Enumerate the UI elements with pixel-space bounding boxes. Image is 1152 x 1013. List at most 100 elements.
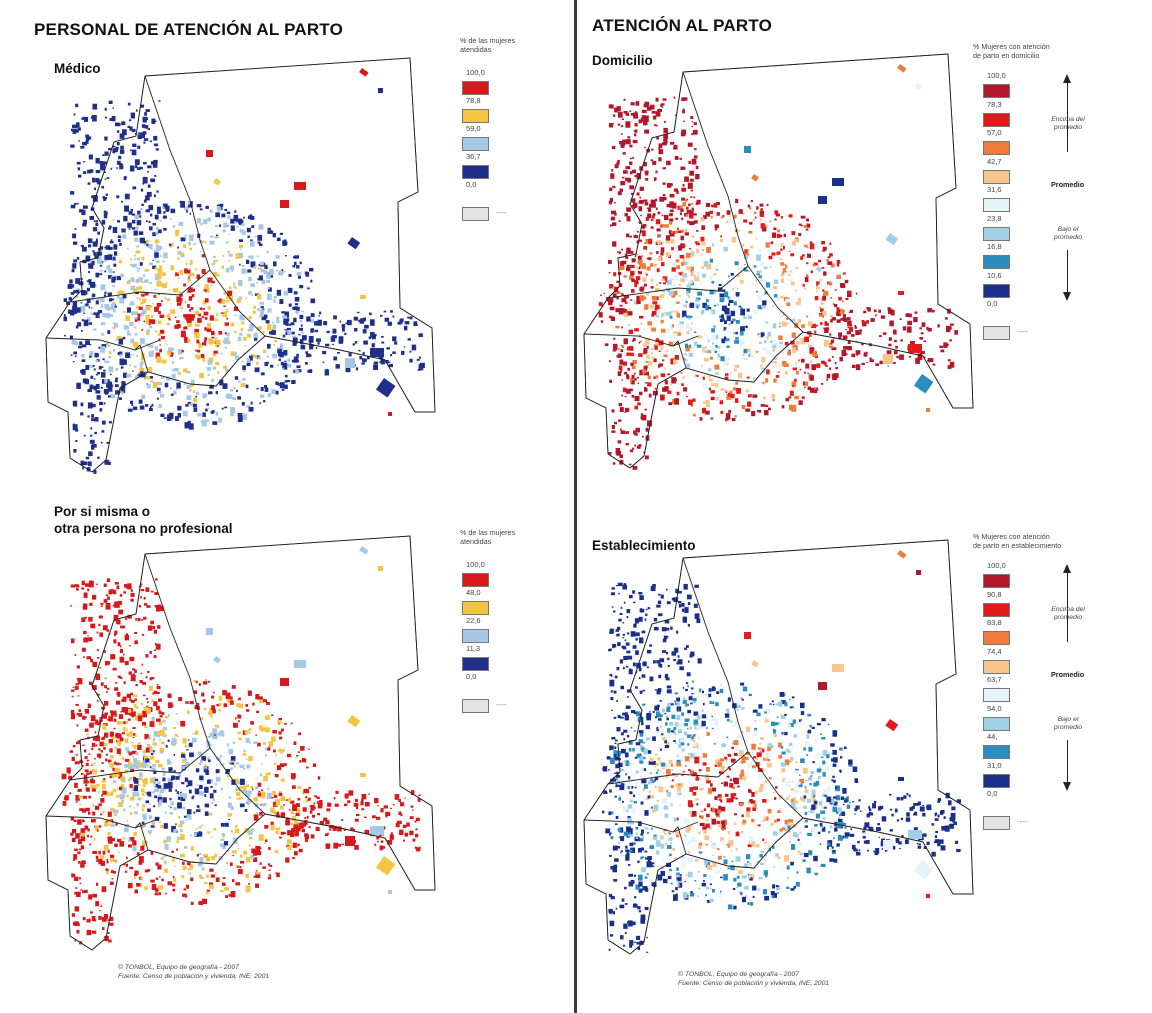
- map-cell: [410, 351, 412, 353]
- map-cell: [246, 758, 248, 760]
- map-cell: [82, 142, 87, 146]
- map-cell: [753, 731, 757, 736]
- map-cell: [408, 338, 411, 340]
- map-cell: [693, 221, 695, 224]
- map-cell: [644, 130, 649, 134]
- map-cell: [859, 332, 861, 334]
- map-cell: [249, 214, 252, 216]
- map-cell: [107, 861, 109, 864]
- map-cell: [77, 203, 79, 205]
- map-cell: [157, 382, 162, 385]
- map-cell: [624, 111, 628, 114]
- map-cell: [70, 605, 72, 606]
- map-cell: [208, 681, 210, 683]
- legend-swatch: [462, 601, 489, 615]
- map-cell: [695, 174, 699, 179]
- map-cell: [82, 247, 87, 252]
- map-cell: [75, 887, 77, 888]
- map-cell: [176, 713, 178, 714]
- map-cell: [98, 803, 102, 806]
- map-cell: [134, 255, 136, 257]
- map-cell: [681, 130, 686, 135]
- map-cell: [251, 294, 253, 296]
- map-cell: [168, 348, 171, 351]
- map-cell: [113, 711, 116, 715]
- map-cell: [361, 362, 365, 364]
- map-cell: [668, 278, 671, 280]
- map-cell: [256, 362, 258, 365]
- map-cell: [610, 173, 614, 179]
- map-cell: [197, 703, 199, 705]
- map-cell: [281, 729, 284, 732]
- map-cell: [139, 772, 143, 777]
- map-cell: [300, 320, 302, 323]
- map-cell: [91, 819, 96, 823]
- map-cell: [813, 351, 818, 357]
- map-cell: [711, 418, 714, 420]
- map-cell: [875, 314, 877, 316]
- map-cell: [380, 315, 383, 317]
- map-cell: [789, 699, 791, 700]
- map-cell: [711, 335, 715, 340]
- left-page-title: PERSONAL DE ATENCIÓN AL PARTO: [34, 20, 343, 40]
- map-cell: [305, 839, 308, 842]
- map-cell: [139, 257, 141, 259]
- map-cell: [110, 776, 112, 778]
- map-cell: [674, 97, 676, 99]
- map-cell: [149, 738, 152, 740]
- map-cell: [613, 349, 616, 352]
- map-cell: [236, 219, 240, 222]
- map-cell: [606, 793, 608, 794]
- map-cell: [782, 364, 784, 366]
- map-cell: [163, 216, 167, 219]
- map-cell: [680, 213, 682, 216]
- map-cell: [139, 307, 143, 310]
- map-cell: [86, 773, 90, 776]
- map-cell: [253, 741, 257, 744]
- map-cell: [117, 692, 121, 695]
- map-cell: [135, 684, 138, 686]
- map-cell: [680, 255, 685, 259]
- map-cell: [761, 336, 763, 337]
- map-cell: [248, 830, 253, 835]
- map-cell: [141, 281, 143, 283]
- map-cell: [635, 255, 637, 257]
- map-cell: [142, 329, 144, 331]
- map-cell: [257, 256, 259, 257]
- map-cell: [194, 833, 197, 837]
- map-cell: [706, 299, 709, 302]
- map-cell: [363, 341, 368, 345]
- map-cell: [197, 218, 201, 222]
- map-cell: [701, 365, 703, 366]
- map-cell: [164, 783, 169, 789]
- map-cell: [668, 402, 672, 405]
- map-cell: [171, 265, 175, 270]
- map-cell: [141, 789, 145, 793]
- map-cell: [203, 681, 207, 684]
- map-cell: [130, 166, 135, 172]
- map-cell: [621, 125, 623, 127]
- map-cell: [216, 877, 220, 882]
- map-cell: [609, 380, 612, 383]
- map-cell: [90, 911, 93, 913]
- map-cell: [274, 763, 277, 765]
- map-cell: [87, 635, 89, 636]
- map-cell: [824, 328, 828, 333]
- map-cell: [855, 327, 858, 329]
- map-cell: [276, 831, 279, 834]
- map-cell: [154, 258, 156, 260]
- map-cell: [165, 893, 167, 895]
- map-cell: [104, 214, 108, 219]
- map-cell: [669, 201, 674, 207]
- map-cell: [104, 845, 109, 851]
- map-cell: [91, 261, 94, 265]
- map-cell: [712, 819, 717, 825]
- map-cell: [410, 816, 414, 819]
- map-cell: [648, 207, 651, 212]
- map-cell: [807, 373, 809, 374]
- map-cell: [231, 756, 236, 761]
- map-por-si-misma: [40, 518, 450, 978]
- map-cell: [188, 869, 190, 871]
- map-cell: [77, 819, 82, 825]
- map-cell: [677, 392, 680, 396]
